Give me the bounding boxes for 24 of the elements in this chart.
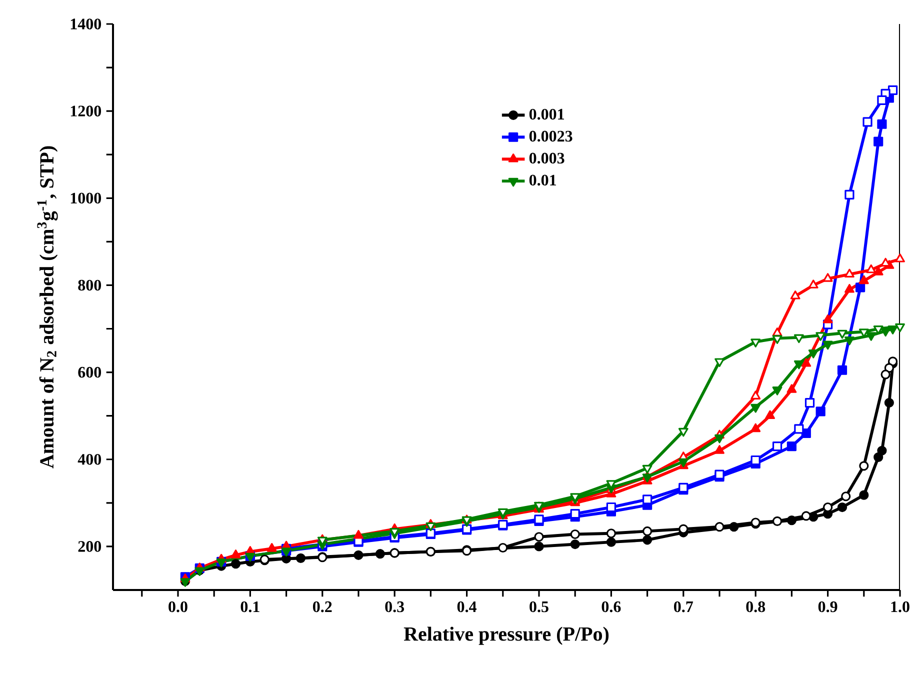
legend-label: 0.003 [529, 152, 564, 164]
x-tick-label: 0.0 [168, 601, 188, 612]
x-axis-title: Relative pressure (P/Po) [404, 626, 609, 645]
y-tick-label: 200 [78, 541, 102, 552]
x-tick-label: 1.0 [891, 601, 910, 612]
x-tick-label: 0.1 [240, 601, 260, 612]
y-tick-label: 400 [78, 454, 102, 465]
y-axis-title: Amount of N$_{2}$ adsorbed (cm$^{3}$g$^{-1}$, STP) [37, 146, 58, 468]
y-tick-label: 800 [78, 280, 102, 291]
x-tick-label: 0.8 [746, 601, 766, 612]
x-tick-label: 0.6 [602, 601, 621, 612]
x-tick-label: 0.3 [385, 601, 404, 612]
y-tick-label: 1400 [70, 18, 102, 30]
legend-label: 0.0023 [529, 130, 572, 142]
x-tick-label: 0.9 [818, 601, 838, 612]
y-tick-label: 1200 [70, 106, 102, 116]
x-tick-label: 0.7 [674, 601, 694, 612]
y-tick-label: 600 [78, 366, 102, 378]
x-tick-label: 0.2 [312, 601, 332, 612]
y-tick-label: 1000 [70, 192, 102, 204]
legend-label: 0.001 [529, 108, 564, 120]
x-tick-label: 0.5 [530, 601, 548, 612]
legend-label: 0.01 [529, 174, 556, 186]
x-tick-label: 0.4 [457, 601, 476, 612]
